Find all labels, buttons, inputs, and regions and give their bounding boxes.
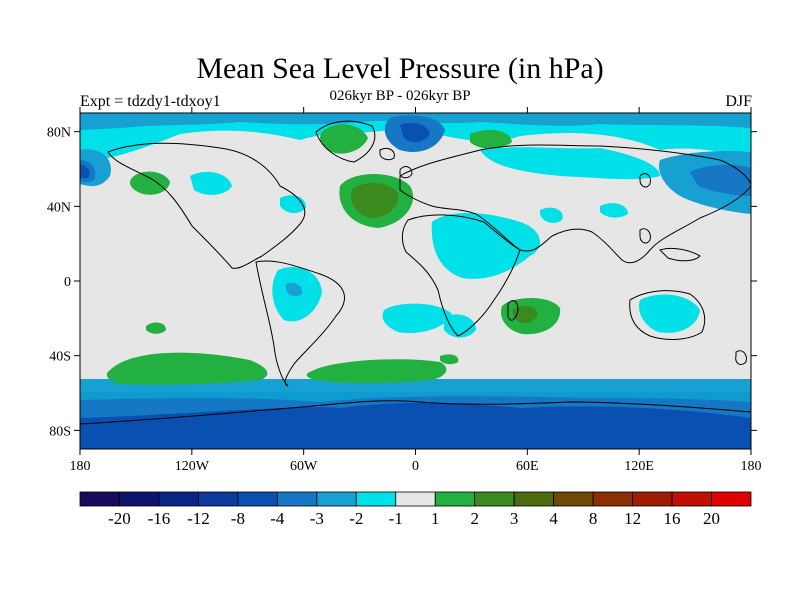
lat-tick-label: 80N	[47, 126, 71, 141]
british-isles-coast	[399, 166, 413, 179]
colorbar-label: 2	[470, 509, 479, 528]
greenland-high	[320, 124, 368, 154]
japan-coast	[639, 173, 651, 188]
colorbar-swatch	[316, 491, 357, 507]
siberia-low-wrap	[80, 164, 90, 178]
map-plot-area	[80, 113, 751, 449]
south-atlantic-high-east	[440, 354, 459, 365]
lon-tick-label: 120W	[175, 459, 210, 474]
colorbar-label: 16	[664, 509, 681, 528]
philippines-coast	[639, 228, 651, 244]
africa-coast	[401, 214, 521, 337]
indonesia-coast	[659, 247, 701, 262]
colorbar-swatch	[237, 491, 278, 507]
colorbar-swatch	[119, 491, 160, 507]
madagascar-coast	[507, 300, 519, 321]
new-zealand-coast	[735, 350, 747, 365]
coastlines	[80, 120, 751, 425]
colorbar-label: 20	[703, 509, 720, 528]
iceland-coast	[379, 147, 395, 161]
antarctic-region	[80, 402, 751, 449]
colorbar-swatch	[79, 491, 120, 507]
australia-coast	[629, 290, 706, 340]
arctic-cyan-region	[80, 113, 751, 162]
colorbar-label: 8	[589, 509, 598, 528]
north-america-coast	[107, 142, 306, 269]
madagascar-high-core	[512, 305, 538, 323]
colorbar-label: 1	[431, 509, 440, 528]
season-label: DJF	[725, 93, 752, 110]
latitude-ticks: 80N 40N 0 40S 80S	[47, 126, 757, 439]
colorbar-label: -20	[108, 509, 131, 528]
siberia-low-core	[690, 164, 751, 196]
south-atlantic-low	[382, 303, 452, 334]
colorbar-swatch	[198, 491, 239, 507]
eurasia-low-band	[480, 147, 660, 180]
lon-tick-label: 60E	[516, 459, 539, 474]
experiment-label: Expt = tdzdy1-tdxoy1	[80, 93, 221, 110]
south-pacific-high-small	[146, 322, 166, 334]
lon-tick-label: 180	[741, 459, 762, 474]
colorbar-label: -16	[148, 509, 171, 528]
south-atlantic-high	[306, 359, 447, 383]
central-asia-low-patch	[540, 207, 563, 223]
arctic-low-core	[400, 122, 430, 143]
colorbar-label: -8	[231, 509, 245, 528]
lat-tick-label: 80S	[49, 424, 71, 439]
colorbar-label: -4	[270, 509, 285, 528]
colorbar: -20 -16 -12 -8 -4 -3 -2 -1 1 2 3 4 8 12 16 20	[79, 491, 752, 528]
chart-subtitle: 026kyr BP - 026kyr BP	[329, 88, 471, 104]
lat-tick-label: 40S	[49, 350, 71, 365]
lat-tick-label: 0	[64, 275, 71, 290]
southern-ocean-edge	[80, 392, 751, 402]
colorbar-swatch	[434, 491, 476, 507]
colorbar-label: 4	[549, 509, 558, 528]
lon-tick-label: 0	[412, 459, 419, 474]
colorbar-swatch	[592, 491, 633, 507]
barents-high	[470, 129, 512, 149]
colorbar-label: -3	[310, 509, 324, 528]
colorbar-swatch	[671, 491, 712, 507]
colorbar-label: 12	[624, 509, 641, 528]
north-atlantic-high-core	[350, 182, 399, 218]
south-america-low-core	[286, 282, 303, 297]
colorbar-label: -2	[349, 509, 363, 528]
lon-tick-label: 120E	[624, 459, 654, 474]
colorbar-swatch	[276, 491, 318, 507]
south-pacific-high	[106, 352, 268, 385]
lat-tick-label: 40N	[47, 200, 71, 215]
colorbar-label: 3	[510, 509, 519, 528]
colorbar-label: -12	[187, 509, 210, 528]
tibet-low-patch	[600, 203, 628, 218]
colorbar-swatch	[553, 491, 594, 507]
south-america-coast	[255, 260, 345, 387]
lon-tick-label: 60W	[290, 459, 318, 474]
lon-tick-label: 180	[70, 459, 91, 474]
greenland-coast	[315, 120, 376, 163]
africa-arabia-low-core	[470, 225, 506, 248]
colorbar-swatch	[474, 491, 515, 507]
australia-low	[638, 294, 700, 333]
north-pacific-high	[130, 171, 170, 195]
colorbar-swatch	[395, 491, 436, 507]
colorbar-swatch	[355, 491, 397, 507]
antarctica-coast	[80, 400, 751, 425]
north-america-low	[190, 171, 232, 195]
chart-title: Mean Sea Level Pressure (in hPa)	[196, 52, 604, 85]
southern-africa-low	[444, 314, 476, 338]
longitude-ticks: 180 120W 60W 0 60E 120E 180	[70, 107, 762, 474]
colorbar-swatch	[513, 491, 555, 507]
colorbar-label: -1	[389, 509, 403, 528]
eurasia-coast	[399, 144, 751, 264]
colorbar-swatch	[632, 491, 673, 507]
colorbar-swatch	[711, 491, 752, 507]
colorbar-swatch	[158, 491, 199, 507]
